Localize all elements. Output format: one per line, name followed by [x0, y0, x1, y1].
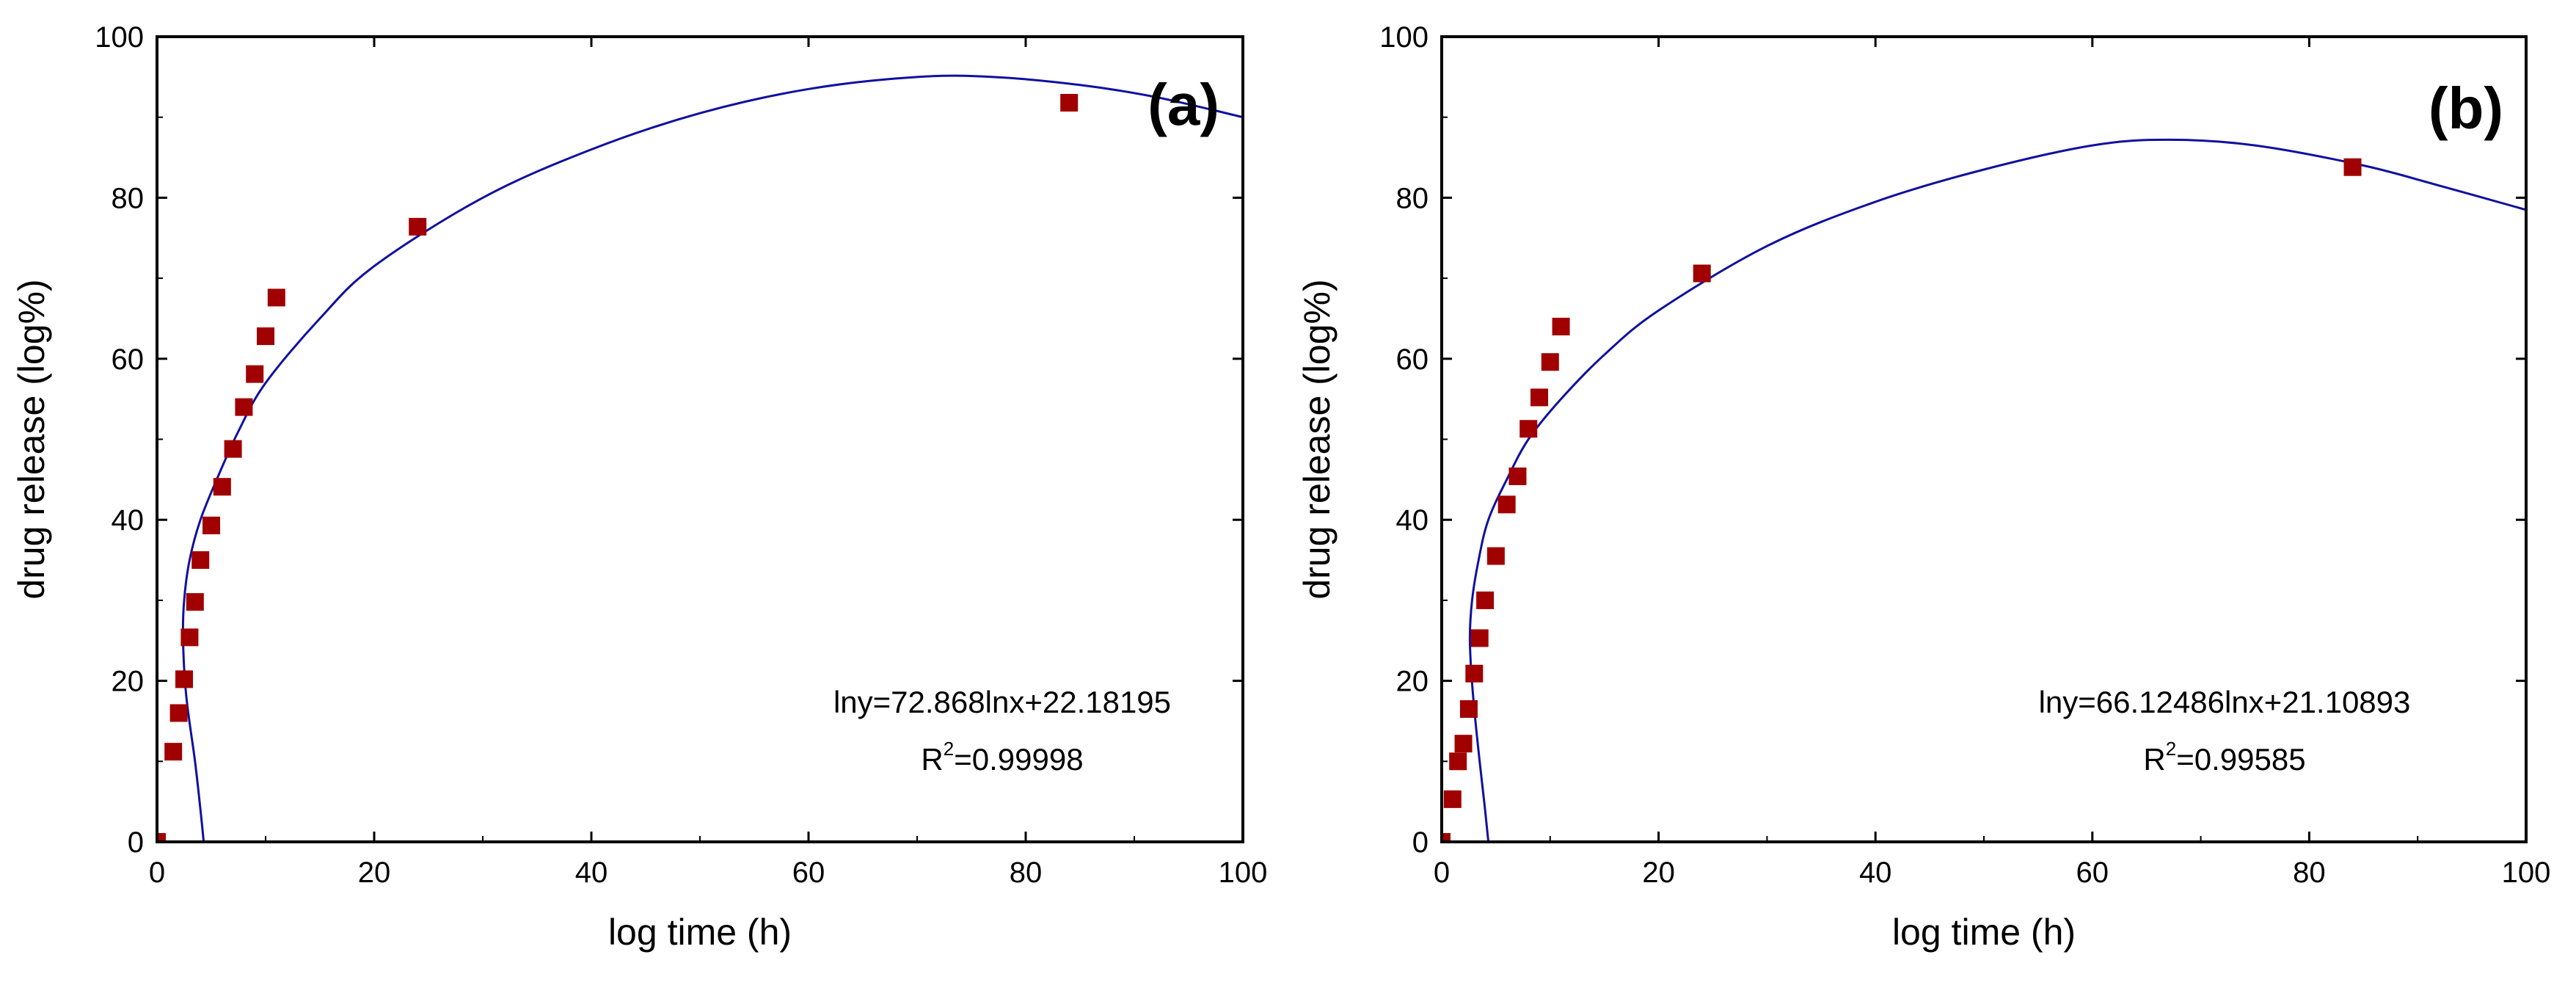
data-point-1 [164, 743, 183, 761]
x-axis-label: log time (h) [608, 912, 792, 953]
data-point-8 [1486, 547, 1505, 565]
data-point-3 [175, 670, 193, 688]
x-tick-label: 80 [2293, 857, 2326, 889]
data-point-15 [1693, 264, 1711, 283]
data-point-6 [1470, 629, 1489, 647]
panel-label: (a) [1147, 72, 1219, 137]
x-tick-label: 100 [1219, 857, 1268, 889]
data-markers [157, 93, 1079, 842]
data-point-7 [202, 516, 220, 534]
data-point-12 [1530, 388, 1549, 407]
x-axis-label: log time (h) [1892, 912, 2076, 953]
x-tick-label: 40 [1859, 857, 1892, 889]
data-point-4 [1459, 699, 1478, 718]
plot-frame [1440, 35, 2528, 843]
data-point-16 [2343, 158, 2362, 176]
y-tick-label: 40 [1396, 504, 1429, 537]
r-squared-prefix: R [2143, 742, 2165, 777]
r-squared-exponent: 2 [944, 738, 954, 760]
x-tick-label: 0 [149, 857, 165, 889]
r-squared-exponent: 2 [2166, 738, 2176, 760]
x-tick-label: 80 [1010, 857, 1043, 889]
fit-curve [181, 74, 1243, 842]
panel-label: (b) [2429, 76, 2503, 141]
fit-curve [1468, 138, 2526, 842]
y-axis-label: drug release (log%) [1296, 279, 1338, 599]
y-tick-label: 40 [112, 504, 145, 537]
data-point-5 [186, 593, 204, 611]
y-tick-label: 100 [1379, 21, 1429, 54]
fit-equation: lny=66.12486lnx+21.10893 [2039, 685, 2411, 719]
chart-panel-b: 0 20 40 60 80 100 0 20 40 60 80 100 log time (h) drug… [1296, 21, 2550, 953]
data-point-9 [1497, 495, 1516, 514]
data-point-1 [1443, 790, 1462, 808]
x-tick-label: 60 [792, 857, 825, 889]
data-point-6 [191, 551, 210, 570]
data-point-13 [267, 288, 285, 307]
data-point-3 [1454, 735, 1473, 753]
data-point-11 [1519, 420, 1538, 438]
data-point-2 [169, 704, 188, 722]
x-tick-label: 60 [2076, 857, 2109, 889]
r-squared-value: =0.99998 [954, 742, 1083, 777]
r-squared-prefix: R [921, 742, 943, 777]
plot-frame [156, 35, 1244, 843]
r-squared: R2=0.99585 [2143, 738, 2305, 777]
data-point-0 [1442, 833, 1451, 842]
x-tick-label: 40 [575, 857, 608, 889]
y-tick-label: 60 [112, 343, 145, 376]
y-tick-label: 80 [112, 182, 145, 214]
data-point-8 [213, 478, 231, 496]
y-axis-label: drug release (log%) [11, 279, 52, 599]
y-tick-label: 60 [1396, 343, 1429, 376]
data-point-12 [257, 327, 274, 346]
r-squared-value: =0.99585 [2176, 742, 2305, 777]
y-tick-label: 20 [1396, 666, 1429, 698]
data-point-14 [1552, 317, 1570, 335]
data-point-10 [1508, 467, 1527, 485]
x-tick-label: 100 [2502, 857, 2551, 889]
fit-equation: lny=72.868lnx+22.18195 [833, 685, 1171, 719]
y-tick-label: 0 [128, 826, 144, 859]
y-tick-label: 0 [1412, 826, 1429, 859]
data-point-11 [246, 365, 264, 383]
data-point-4 [180, 628, 199, 647]
r-squared: R2=0.99998 [921, 738, 1083, 777]
data-point-5 [1465, 664, 1484, 683]
data-markers [1442, 158, 2362, 842]
y-tick-label: 80 [1396, 182, 1429, 214]
data-point-0 [157, 833, 166, 842]
x-tick-label: 20 [358, 857, 391, 889]
data-point-2 [1449, 752, 1467, 771]
x-tick-label: 0 [1434, 857, 1450, 889]
data-point-15 [1060, 93, 1079, 112]
y-tick-label: 100 [95, 21, 144, 54]
data-point-13 [1541, 353, 1559, 371]
chart-panel-a: 0 20 40 60 80 100 0 20 40 60 80 100 log time (h) drug… [11, 21, 1267, 953]
data-point-7 [1476, 591, 1495, 609]
x-tick-label: 20 [1642, 857, 1675, 889]
y-tick-label: 20 [112, 666, 145, 698]
data-point-14 [409, 217, 427, 236]
data-point-9 [224, 440, 242, 458]
data-point-10 [235, 398, 253, 416]
